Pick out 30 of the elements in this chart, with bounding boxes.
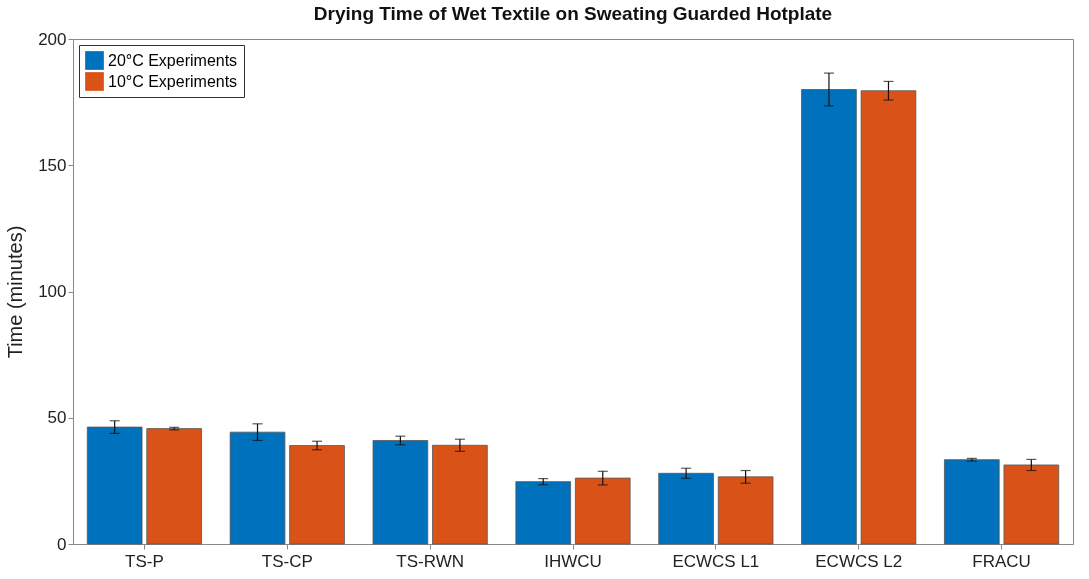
bar xyxy=(86,426,143,545)
bar xyxy=(574,477,631,545)
x-tick-label: TS-RWN xyxy=(396,551,464,571)
bar xyxy=(229,431,286,545)
y-tick-label: 0 xyxy=(57,534,67,554)
legend-label: 20°C Experiments xyxy=(108,51,238,69)
bar xyxy=(372,440,429,545)
bar xyxy=(1003,464,1060,545)
bar xyxy=(289,445,345,545)
x-tick-label: TS-CP xyxy=(261,551,313,571)
x-tick-label: ECWCS L2 xyxy=(815,551,903,571)
bar xyxy=(860,90,917,545)
bar xyxy=(432,444,488,545)
y-tick-label: 200 xyxy=(38,29,67,49)
legend-label: 10°C Experiments xyxy=(108,72,238,90)
bar xyxy=(515,481,572,545)
x-tick-label: ECWCS L1 xyxy=(672,551,760,571)
y-axis-title: Time (minutes) xyxy=(4,225,27,359)
y-tick-label: 50 xyxy=(47,408,67,428)
x-tick-label: IHWCU xyxy=(544,551,602,571)
chart-title: Drying Time of Wet Textile on Sweating Guarded Hotplate xyxy=(313,3,833,24)
y-tick-label: 150 xyxy=(38,155,67,175)
bar xyxy=(146,428,202,545)
bar xyxy=(717,476,774,545)
x-tick-label: FRACU xyxy=(972,551,1031,571)
bar xyxy=(658,472,714,545)
bar xyxy=(801,89,857,545)
x-tick-label: TS-P xyxy=(125,551,164,571)
y-tick-label: 100 xyxy=(38,282,67,301)
bar xyxy=(944,459,1000,545)
